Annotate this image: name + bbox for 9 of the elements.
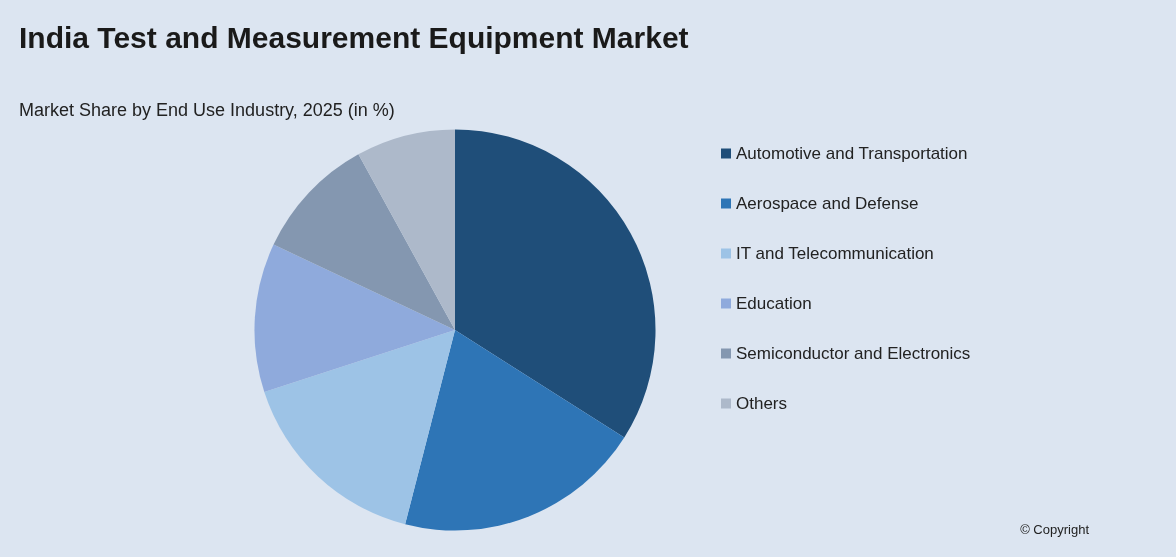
- legend-label: IT and Telecommunication: [736, 244, 934, 263]
- chart-subtitle: Market Share by End Use Industry, 2025 (in %): [19, 100, 395, 120]
- legend-label: Aerospace and Defense: [736, 194, 919, 213]
- chart-title: India Test and Measurement Equipment Market: [19, 20, 689, 54]
- text: © Copyright: [1020, 522, 1090, 537]
- legend-label: Semiconductor and Electronics: [736, 344, 971, 363]
- legend-label: Education: [736, 294, 812, 313]
- legend-label: Others: [736, 394, 788, 413]
- legend-label: Automotive and Transportation: [736, 144, 968, 163]
